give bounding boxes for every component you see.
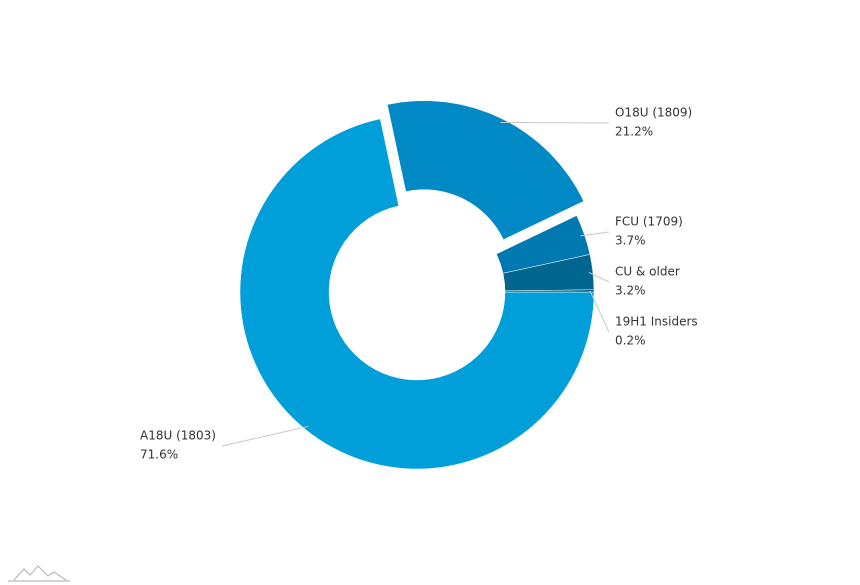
leader-line <box>589 290 610 333</box>
slice-label: FCU (1709) <box>615 215 683 229</box>
slice <box>239 118 595 470</box>
leader-line <box>588 272 610 283</box>
logo <box>8 565 70 582</box>
slice-value: 0.2% <box>615 334 646 348</box>
slice-label: O18U (1809) <box>615 106 692 120</box>
slice-label: CU & older <box>615 265 680 279</box>
slice-value: 3.7% <box>615 234 646 248</box>
leader-line <box>580 231 610 237</box>
leader-line <box>221 425 309 447</box>
slice <box>387 100 585 240</box>
slice-label: 19H1 Insiders <box>615 315 698 329</box>
slice-label: A18U (1803) <box>140 429 216 443</box>
slice-value: 3.2% <box>615 284 646 298</box>
leader-line <box>500 121 610 124</box>
slice-value: 21.2% <box>615 125 653 139</box>
slice <box>504 289 595 293</box>
slice-value: 71.6% <box>140 448 178 462</box>
